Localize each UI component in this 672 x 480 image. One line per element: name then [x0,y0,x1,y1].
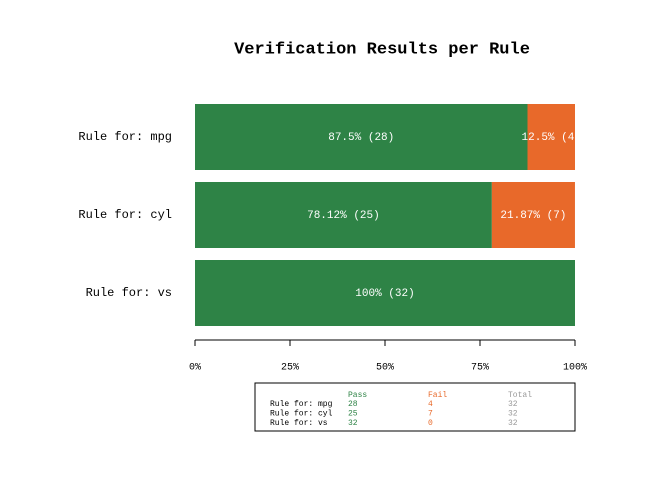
bar-segment [491,182,575,248]
bar-segment [195,182,492,248]
table-cell: 32 [348,419,358,428]
table-cell: 7 [428,410,433,419]
x-tick-label: 100% [563,363,587,374]
x-tick-label: 50% [376,363,394,374]
x-tick-label: 75% [471,363,489,374]
table-cell: 32 [508,400,518,409]
table-cell: 0 [428,419,433,428]
y-tick-label: Rule for: vs [86,286,172,300]
table-cell: 32 [508,419,518,428]
value-label: 100% (32) [355,288,414,300]
bar-segment [527,104,575,170]
bar-segment [195,104,528,170]
x-tick-label: 0% [189,363,201,374]
y-tick-label: Rule for: mpg [78,130,172,144]
x-tick-label: 25% [281,363,299,374]
table-row-name: Rule for: mpg [270,400,333,409]
table-cell: 25 [348,410,358,419]
value-label: 78.12% (25) [307,210,380,222]
value-label: 12.5% (4) [522,132,581,144]
table-header: Total [508,391,532,400]
table-cell: 28 [348,400,358,409]
table-box [254,382,576,432]
value-label: 87.5% (28) [328,132,394,144]
value-label: 21.87% (7) [500,210,566,222]
table-header: Fail [428,391,447,400]
table-header: Pass [348,391,367,400]
table-row-name: Rule for: vs [270,419,328,428]
bar-segment [195,260,575,326]
y-tick-label: Rule for: cyl [78,208,172,222]
table-cell: 32 [508,410,518,419]
table-row-name: Rule for: cyl [270,410,333,419]
chart-title: Verification Results per Rule [234,40,530,59]
table-cell: 4 [428,400,433,409]
plot-area: 87.5% (28) 12.5% (4) 78.12% (25) 21.87% (7)… [195,104,581,326]
